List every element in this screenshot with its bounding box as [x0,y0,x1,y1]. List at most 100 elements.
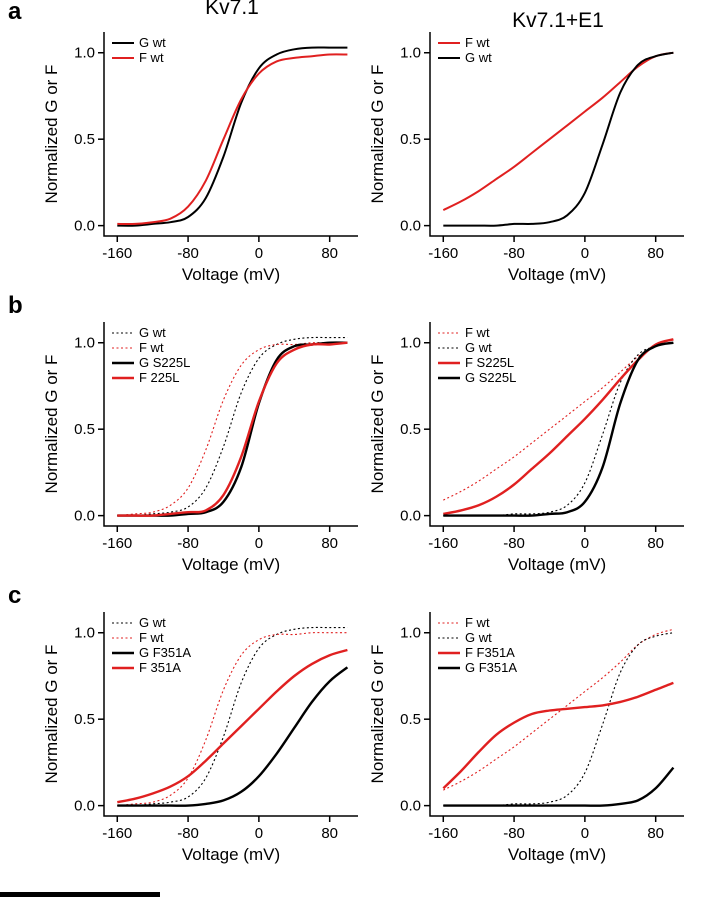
y-tick-label: 0.5 [400,711,421,728]
series-curve-f-351a [117,648,348,804]
series-curve-f-wt [442,51,674,211]
x-tick-label: -80 [177,245,199,262]
x-tick-label: 0 [581,535,589,552]
legend-label-f-wt: F wt [465,35,490,50]
y-tick-label: 0.0 [74,218,95,235]
legend-label-g-wt: G wt [139,35,166,50]
x-tick-label: 80 [321,245,338,262]
plot-b-right: -160 -80 0 80 0.0 0.5 1.0 Voltage (mV) Normalize… [368,322,684,574]
y-tick-label: 0.0 [74,798,95,815]
x-tick-label: 0 [255,245,263,262]
y-tick-label: 1.0 [400,625,421,642]
series-curve-f-225l [117,341,348,517]
bottom-scan-artifact [0,892,160,897]
legend-label-f-225l: F 225L [139,370,179,385]
y-tick-label: 1.0 [74,45,95,62]
plot-c-right: -160 -80 0 80 0.0 0.5 1.0 Voltage (mV) Normalize… [368,612,684,864]
y-tick-label: 1.0 [74,625,95,642]
y-tick-label: 1.0 [400,45,421,62]
panel-letter-a: a [8,0,22,25]
y-axis-title: Normalized G or F [368,355,387,494]
y-axis-title: Normalized G or F [368,65,387,204]
y-tick-label: 0.5 [74,131,95,148]
series-curve-g-f351a [117,666,349,807]
x-tick-label: -160 [102,825,132,842]
x-axis-title: Voltage (mV) [182,555,280,574]
x-tick-label: -80 [503,825,525,842]
y-tick-label: 0.5 [74,711,95,728]
x-tick-label: 0 [255,535,263,552]
series-curve-f-wt [117,53,348,226]
x-tick-label: -160 [428,245,458,262]
legend-label-f-f351a: F F351A [465,645,515,660]
series-curve-f-wt [117,342,348,517]
y-tick-label: 0.0 [400,508,421,525]
x-tick-label: -80 [177,535,199,552]
panel-letter-c: c [8,582,22,609]
series-curve-g-wt [443,51,674,227]
x-tick-label: -160 [428,535,458,552]
legend-label-g-wt: G wt [139,615,166,630]
column-title-kv71: Kv7.1 [205,0,259,19]
x-axis-title: Voltage (mV) [182,845,280,864]
series-curve-g-s225l [443,341,674,517]
chart-a-right-kv71e1-wt: -160 -80 0 80 0.0 0.5 1.0 Voltage (mV) Normalize… [368,18,698,288]
x-axis-title: Voltage (mV) [508,265,606,284]
legend-label-f-351a: F 351A [139,660,181,675]
x-tick-label: 0 [581,245,589,262]
y-axis-title: Normalized G or F [42,65,61,204]
x-tick-label: -160 [102,245,132,262]
y-tick-label: 1.0 [400,335,421,352]
y-tick-label: 0.5 [400,131,421,148]
series-curve-g-f351a [443,766,675,807]
axis-frame [429,612,684,817]
series-curve-f-f351a [442,681,674,790]
x-tick-label: 0 [581,825,589,842]
y-axis-title: Normalized G or F [42,645,61,784]
legend-label-g-s225l: G S225L [465,370,516,385]
legend-label-g-wt: G wt [465,630,492,645]
chart-b-left-kv71-s225l: -160 -80 0 80 0.0 0.5 1.0 Voltage (mV) Normalize… [42,308,372,578]
x-tick-label: -80 [177,825,199,842]
y-tick-label: 1.0 [74,335,95,352]
plot-c-left: -160 -80 0 80 0.0 0.5 1.0 Voltage (mV) Normalize… [42,612,358,864]
chart-a-left-kv71-wt: -160 -80 0 80 0.0 0.5 1.0 Voltage (mV) Normalize… [42,18,372,288]
series-curve-g-wt [117,46,348,227]
y-axis-title: Normalized G or F [368,645,387,784]
x-tick-label: -80 [503,535,525,552]
legend-label-f-wt: F wt [139,340,164,355]
legend-label-g-wt: G wt [139,325,166,340]
legend-label-g-f351a: G F351A [465,660,517,675]
chart-b-right-kv71e1-s225l: -160 -80 0 80 0.0 0.5 1.0 Voltage (mV) Normalize… [368,308,698,578]
legend-label-g-wt: G wt [465,50,492,65]
x-tick-label: 80 [321,825,338,842]
y-tick-label: 0.0 [400,218,421,235]
legend-label-f-wt: F wt [465,615,490,630]
y-tick-label: 0.0 [74,508,95,525]
plot-b-left: -160 -80 0 80 0.0 0.5 1.0 Voltage (mV) Normalize… [42,322,358,574]
legend-label-g-f351a: G F351A [139,645,191,660]
series-curve-g-wt [117,336,348,517]
axis-frame [103,612,358,817]
legend-label-f-s225l: F S225L [465,355,514,370]
series-curve-f-wt [117,632,348,807]
legend-label-g-wt: G wt [465,340,492,355]
y-tick-label: 0.5 [74,421,95,438]
axis-frame [103,322,358,527]
series-curve-f-wt [443,342,674,501]
legend-label-g-s225l: G S225L [139,355,190,370]
y-axis-title: Normalized G or F [42,355,61,494]
plot-a-left: -160 -80 0 80 0.0 0.5 1.0 Voltage (mV) Normalize… [42,32,358,284]
x-tick-label: -80 [503,245,525,262]
chart-c-right-kv71e1-f351a: -160 -80 0 80 0.0 0.5 1.0 Voltage (mV) Normalize… [368,598,698,868]
y-tick-label: 0.5 [400,421,421,438]
chart-c-left-kv71-f351a: -160 -80 0 80 0.0 0.5 1.0 Voltage (mV) Normalize… [42,598,372,868]
x-axis-title: Voltage (mV) [508,845,606,864]
x-tick-label: 0 [255,825,263,842]
x-tick-label: 80 [647,245,664,262]
axis-frame [103,32,358,237]
x-axis-title: Voltage (mV) [508,555,606,574]
x-tick-label: 80 [647,535,664,552]
axis-frame [429,322,684,527]
x-tick-label: 80 [647,825,664,842]
